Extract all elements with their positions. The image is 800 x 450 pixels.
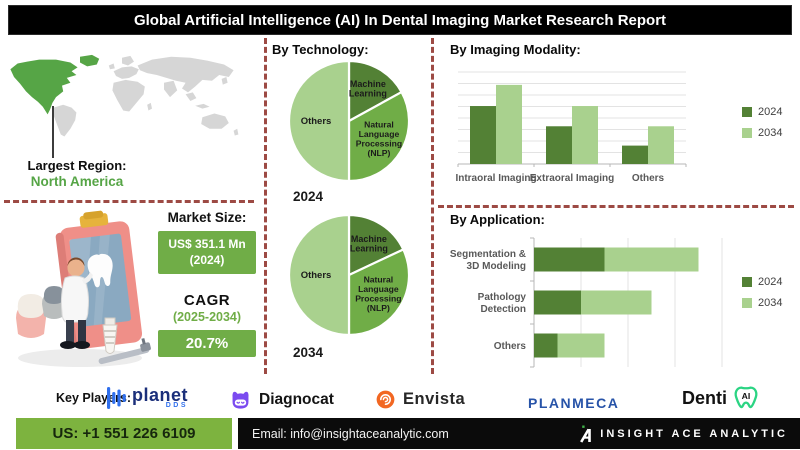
legend-label-2024: 2024: [758, 276, 783, 288]
largest-region-block: Largest Region: North America: [6, 158, 148, 190]
section-heading-imaging-modality: By Imaging Modality:: [450, 42, 581, 57]
svg-text:Others: Others: [301, 270, 332, 281]
footer-bar: Email: info@insightaceanalytic.com INSIG…: [238, 418, 800, 449]
denti-ai-tooth-badge: AI: [734, 386, 758, 409]
denti-badge-text: AI: [742, 391, 751, 401]
page-title: Global Artificial Intelligence (AI) In D…: [133, 11, 667, 29]
world-map: [10, 54, 239, 137]
world-map-gray-continents: [53, 55, 239, 137]
planet-name: planet: [132, 384, 189, 405]
market-size-block: Market Size: US$ 351.1 Mn (2024) CAGR (2…: [158, 210, 256, 358]
region-pointer-line: [52, 106, 54, 158]
cagr-period: (2025-2034): [172, 310, 242, 325]
envista-name: Envista: [403, 390, 466, 408]
planet-sub: DDS: [165, 401, 189, 409]
denti-ai-logo: Denti AI: [682, 385, 759, 411]
cagr-value-badge: 20.7%: [158, 330, 256, 358]
insight-ace-a-icon: [580, 425, 592, 443]
email-contact: Email: info@insightaceanalytic.com: [252, 426, 449, 441]
phone-contact-badge: US: +1 551 226 6109: [16, 418, 232, 449]
planet-dds-bars-icon: [107, 387, 126, 409]
dental-drill: [98, 338, 151, 365]
application-legend: 2024 2034: [742, 276, 782, 309]
dental-implant: [102, 317, 118, 354]
north-america-region: [10, 54, 100, 115]
tooth-on-screen: [87, 253, 113, 288]
svg-text:Others: Others: [301, 116, 332, 127]
svg-text:Extraoral Imaging: Extraoral Imaging: [530, 173, 614, 184]
denti-name: Denti: [682, 387, 727, 408]
divider-horizontal-right: [438, 205, 794, 208]
legend-item-2024: 2024: [742, 106, 782, 118]
diagnocat-logo: Diagnocat: [228, 387, 334, 412]
phone-number: US: +1 551 226 6109: [52, 425, 196, 442]
market-size-value-badge: US$ 351.1 Mn (2024): [158, 231, 256, 275]
legend-swatch-2024: [742, 277, 752, 287]
divider-vertical-left: [264, 38, 267, 374]
planet-dds-wordmark: planet DDS: [132, 384, 189, 409]
report-title-bar: Global Artificial Intelligence (AI) In D…: [8, 5, 792, 35]
technology-pie-2024: Machine Learning Natural Language Processing…: [287, 59, 411, 183]
diagnocat-name: Diagnocat: [259, 390, 334, 408]
technology-pie-2034: Machine Learning Natural Language Processing…: [287, 213, 411, 337]
legend-swatch-2024: [742, 107, 752, 117]
pie-year-label-2024: 2024: [293, 189, 324, 204]
legend-swatch-2034: [742, 128, 752, 138]
section-heading-technology: By Technology:: [272, 42, 369, 57]
legend-label-2034: 2034: [758, 127, 783, 139]
planmeca-name: PLANMECA: [528, 395, 620, 411]
envista-swirl-icon: [376, 390, 395, 409]
envista-logo: Envista: [374, 388, 465, 411]
svg-text:Others: Others: [632, 173, 665, 184]
planmeca-logo: PLANMECA: [528, 395, 619, 411]
largest-region-value: North America: [30, 173, 124, 189]
svg-text:Others: Others: [494, 341, 527, 352]
legend-item-2034: 2034: [742, 297, 782, 309]
cagr-label: CAGR: [183, 292, 231, 310]
dentist-illustration: [16, 210, 151, 367]
dentist-figure: [60, 257, 93, 349]
legend-swatch-2034: [742, 298, 752, 308]
divider-vertical-right: [431, 38, 434, 374]
planet-dds-logo: planet DDS: [106, 384, 188, 412]
largest-region-label: Largest Region:: [27, 158, 127, 173]
diagnocat-cat-icon: [232, 391, 249, 409]
svg-text:Intraoral Imaging: Intraoral Imaging: [455, 173, 536, 184]
pie-year-label-2034: 2034: [293, 345, 324, 360]
tooth-model: [16, 286, 66, 338]
imaging-modality-legend: 2024 2034: [742, 106, 782, 139]
legend-label-2024: 2024: [758, 106, 783, 118]
legend-item-2024: 2024: [742, 276, 782, 288]
application-bar-chart: Segmentation & 3D Modeling Pathology Detect…: [450, 237, 723, 368]
section-heading-application: By Application:: [450, 212, 545, 227]
market-size-label: Market Size:: [167, 210, 247, 225]
legend-item-2034: 2034: [742, 127, 782, 139]
brand-name: INSIGHT ACE ANALYTIC: [600, 427, 788, 440]
svg-text:Segmentation &3D Modeling: Segmentation & 3D Modeling: [450, 249, 526, 272]
divider-horizontal-left: [4, 200, 254, 203]
insight-ace-analytic-logo: INSIGHT ACE ANALYTIC: [580, 425, 800, 443]
legend-label-2034: 2034: [758, 297, 783, 309]
